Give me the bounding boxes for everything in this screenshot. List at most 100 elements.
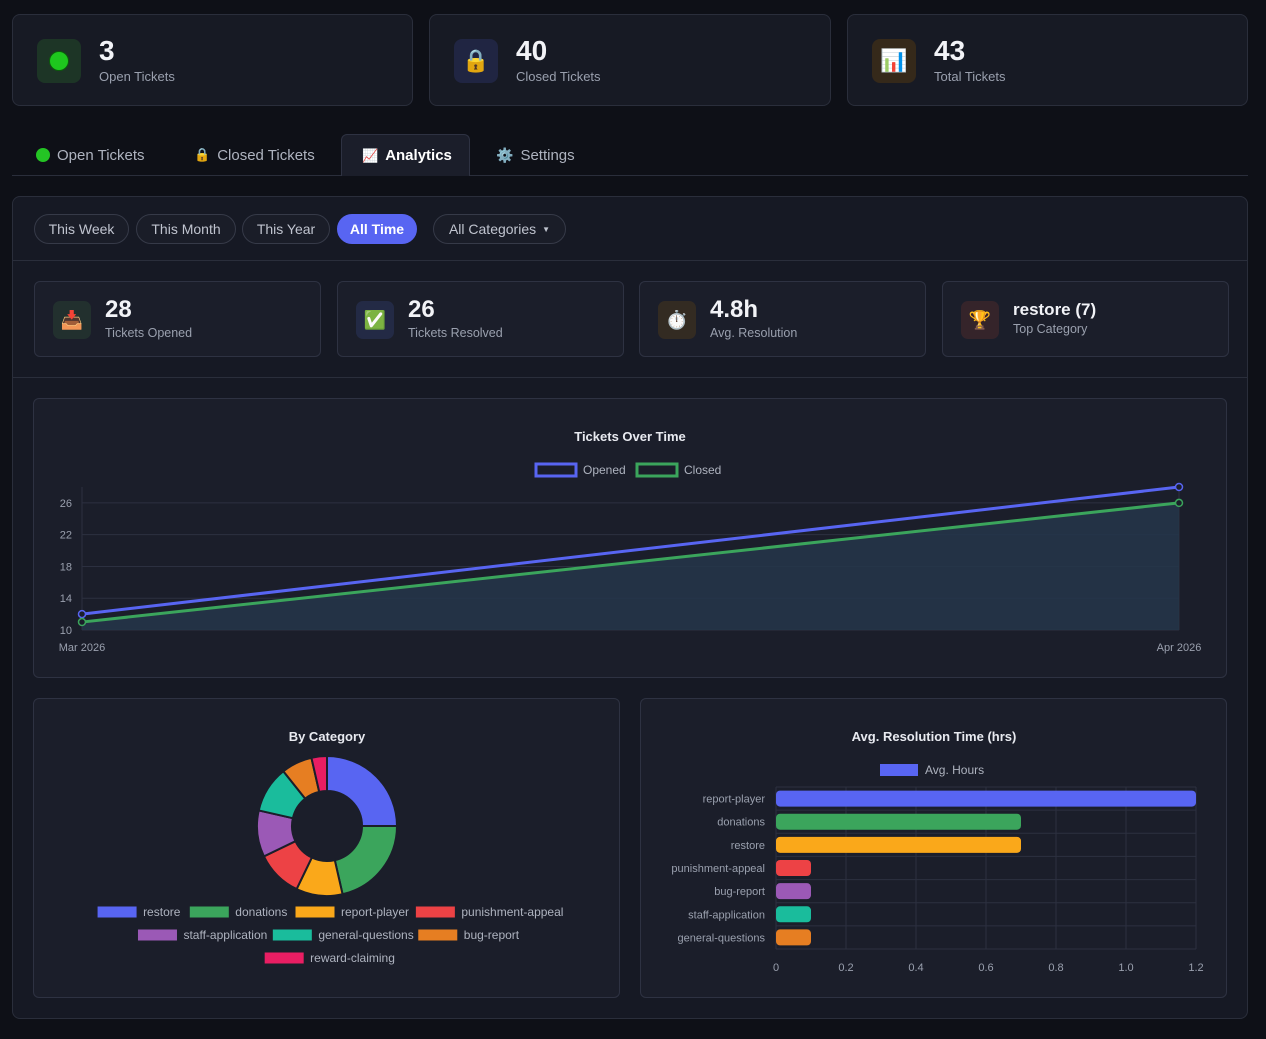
- kpi-value: restore (7): [1013, 300, 1097, 319]
- y-tick-label: 14: [60, 593, 72, 605]
- by-category-card: By Category restore donations report-player…: [33, 698, 620, 998]
- y-tick-label: staff-application: [688, 909, 765, 921]
- trophy-icon: 🏆: [961, 301, 999, 339]
- x-tick-label: Mar 2026: [59, 642, 105, 654]
- bar-restore: [776, 836, 1021, 853]
- open-tickets-count: 3: [99, 35, 115, 66]
- x-tick-label: 1.2: [1188, 962, 1203, 974]
- x-tick-label: 0: [773, 962, 779, 974]
- series-line-closed: [81, 501, 1180, 624]
- bar-general-questions: [776, 929, 811, 946]
- kpi-row: 📥 28 Tickets Opened ✅ 26 Tickets Resolve…: [13, 261, 1247, 378]
- tickets-over-time-chart: Tickets Over Time Opened Closed 10 14 18 22 26 M…: [59, 429, 1202, 654]
- bar-donations: [776, 813, 1021, 830]
- legend-label: donations: [235, 905, 287, 919]
- y-tick-label: general-questions: [678, 932, 766, 944]
- tab-closed-tickets[interactable]: 🔒 Closed Tickets: [194, 134, 315, 176]
- kpi-tickets-resolved: ✅ 26 Tickets Resolved: [337, 281, 624, 357]
- total-tickets-card: 📊 43 Total Tickets: [847, 14, 1248, 106]
- x-tick-label: 0.4: [908, 962, 923, 974]
- kpi-value: 4.8h: [710, 296, 759, 323]
- chart-title: Avg. Resolution Time (hrs): [852, 729, 1017, 744]
- category-select[interactable]: All Categories ▼: [433, 214, 566, 244]
- x-tick-label: Apr 2026: [1157, 642, 1202, 654]
- legend-swatch: [272, 929, 312, 941]
- filter-this-month[interactable]: This Month: [136, 214, 236, 244]
- y-tick-label: donations: [717, 817, 765, 829]
- avg-resolution-chart: Avg. Resolution Time (hrs) Avg. Hours 0 0.2…: [671, 729, 1203, 974]
- legend-swatch: [880, 764, 918, 776]
- kpi-top-category: 🏆 restore (7) Top Category: [942, 281, 1229, 357]
- legend-swatch: [97, 906, 137, 918]
- y-tick-label: 18: [60, 561, 72, 573]
- closed-tickets-count: 40: [516, 35, 548, 66]
- lock-icon: 🔒: [194, 147, 211, 162]
- tickets-over-time-card: Tickets Over Time Opened Closed 10 14 18 22 26 M…: [33, 398, 1227, 678]
- legend-label: reward-claiming: [310, 951, 395, 965]
- legend-label: restore: [143, 905, 181, 919]
- x-tick-label: 0.6: [978, 962, 993, 974]
- category-select-value: All Categories: [448, 221, 537, 237]
- legend-label: report-player: [341, 905, 409, 919]
- y-tick-label: 22: [60, 530, 72, 542]
- data-point: [1174, 482, 1184, 492]
- y-tick-label: restore: [731, 840, 765, 852]
- data-point: [77, 617, 87, 627]
- tab-label: Analytics: [385, 147, 452, 164]
- filter-all-time[interactable]: All Time: [337, 214, 417, 244]
- closed-tickets-label: Closed Tickets: [516, 69, 601, 84]
- legend-label: Opened: [583, 463, 626, 477]
- chart-title: Tickets Over Time: [574, 429, 686, 444]
- legend-swatch: [137, 929, 177, 941]
- pie-slice-restore: [326, 754, 399, 827]
- tab-bar: Open Tickets 🔒 Closed Tickets 📈 Analytic…: [12, 134, 1248, 176]
- bar-chart-icon: 📊: [872, 39, 916, 83]
- kpi-value: 28: [105, 296, 132, 323]
- kpi-label: Top Category: [1013, 322, 1088, 336]
- kpi-tickets-opened: 📥 28 Tickets Opened: [34, 281, 321, 357]
- filter-bar: This Week This Month This Year All Time …: [13, 197, 1247, 261]
- inbox-tray-icon: 📥: [53, 301, 91, 339]
- check-mark-icon: ✅: [356, 301, 394, 339]
- legend-swatch: [635, 462, 679, 478]
- data-point: [1174, 498, 1184, 508]
- legend-swatch: [295, 906, 335, 918]
- filter-this-week[interactable]: This Week: [34, 214, 129, 244]
- legend-swatch: [189, 906, 229, 918]
- kpi-avg-resolution: ⏱️ 4.8h Avg. Resolution: [639, 281, 926, 357]
- y-tick-label: 10: [60, 625, 72, 637]
- avg-resolution-card: Avg. Resolution Time (hrs) Avg. Hours 0 0.2…: [640, 698, 1227, 998]
- bar-staff-application: [776, 906, 811, 923]
- open-tickets-card: 3 Open Tickets: [12, 14, 413, 106]
- green-circle-icon: [36, 148, 50, 162]
- caret-down-icon: ▼: [542, 224, 551, 234]
- y-tick-label: bug-report: [714, 886, 765, 898]
- by-category-chart: By Category restore donations report-player…: [97, 729, 563, 965]
- kpi-label: Avg. Resolution: [710, 326, 798, 340]
- kpi-value: 26: [408, 296, 435, 323]
- legend-swatch: [415, 906, 455, 918]
- filter-this-year[interactable]: This Year: [242, 214, 330, 244]
- green-circle-icon: [37, 39, 81, 83]
- legend-swatch: [264, 952, 304, 964]
- legend-label: Avg. Hours: [925, 763, 984, 777]
- chart-increasing-icon: 📈: [362, 147, 379, 163]
- tab-analytics[interactable]: 📈 Analytics: [341, 134, 470, 176]
- total-tickets-label: Total Tickets: [934, 69, 1006, 84]
- tab-open-tickets[interactable]: Open Tickets: [36, 134, 145, 176]
- closed-area-fill: [82, 502, 1179, 630]
- closed-tickets-card: 🔒 40 Closed Tickets: [429, 14, 831, 106]
- legend-label: Closed: [684, 463, 721, 477]
- legend-label: punishment-appeal: [461, 905, 563, 919]
- series-line-opened: [81, 485, 1180, 616]
- y-tick-label: punishment-appeal: [671, 863, 765, 875]
- gear-icon: ⚙️: [496, 146, 514, 163]
- lock-icon: 🔒: [454, 39, 498, 83]
- tab-settings[interactable]: ⚙️ Settings: [496, 134, 575, 176]
- bar-bug-report: [776, 883, 811, 900]
- stopwatch-icon: ⏱️: [658, 301, 696, 339]
- bar-punishment-appeal: [776, 860, 811, 876]
- legend-label: general-questions: [318, 928, 413, 942]
- y-tick-label: 26: [60, 498, 72, 510]
- open-tickets-label: Open Tickets: [99, 69, 175, 84]
